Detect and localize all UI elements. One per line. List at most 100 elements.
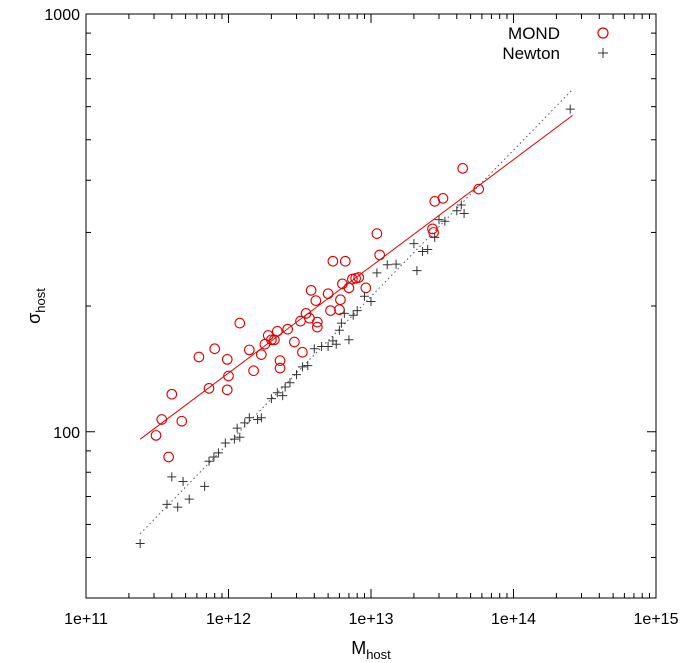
mond-point [203,383,215,394]
newton-point [162,499,172,509]
newton-point [297,362,307,372]
mond-point [163,451,174,463]
newton-point [391,259,401,269]
newton-point [280,382,290,392]
newton-point [339,308,349,318]
mond-point [223,370,234,382]
newton-point [344,335,354,345]
newton-point [565,104,575,114]
newton-point [272,388,282,398]
newton-point [220,438,230,448]
newton-point [285,378,295,388]
mond-point [322,288,334,300]
x-tick-label: 1e+15 [634,611,679,628]
mond-point [255,349,267,360]
x-tick-label: 1e+12 [206,611,251,628]
newton-point [167,472,177,482]
newton-point [366,297,376,307]
x-tick-label: 1e+14 [491,611,536,628]
mond-point [305,285,317,296]
newton-point [412,266,422,276]
newton-point [409,239,419,249]
newton-point [266,394,276,404]
mond-point [473,183,485,195]
mond-point [371,228,383,240]
mond-point [339,255,351,267]
legend-label-mond: MOND [508,24,560,43]
newton-point [303,361,313,371]
mond-point [150,430,162,441]
series-newton [135,104,575,549]
x-tick-label: 1e+13 [349,611,394,628]
newton-point [452,206,462,216]
newton-point [173,502,183,512]
y-axis-label-sub: host [33,288,48,313]
newton-point [256,413,266,423]
newton-point [209,452,219,462]
x-axis-label-sub: host [366,647,391,662]
x-axis-label-main: M [351,638,366,658]
legend-label-newton: Newton [502,44,560,63]
newton-point [336,318,346,328]
newton-point [244,413,254,423]
newton-point [232,423,242,433]
newton-point [178,477,188,487]
newton-point [334,325,344,335]
newton-point [359,291,369,301]
newton-point [459,209,469,219]
mond-point [289,336,300,348]
legend-marker-newton [598,48,608,58]
x-tick-label: 1e+11 [64,611,108,628]
mond-point [266,334,277,346]
newton-point [434,215,444,225]
y-tick-label: 100 [53,425,80,442]
newton-point [440,216,450,226]
newton-point [372,268,382,278]
newton-point [456,200,466,210]
mond-point [243,344,255,356]
newton-point [430,232,440,242]
newton-point [213,448,223,458]
series-mond [150,163,485,463]
newton-point [331,339,341,349]
newton-point [235,432,245,442]
x-tick-labels: 1e+11 1e+12 1e+13 1e+14 1e+15 [64,611,678,628]
plot-frame [85,13,657,599]
newton-point [382,260,392,270]
mond-point [221,354,233,365]
mond-point [457,163,469,174]
y-tick-label: 1000 [44,7,80,24]
mond-point [353,272,365,283]
newton-point [423,245,433,255]
newton-point [291,370,301,380]
mond-point [282,323,293,335]
mond-point [234,317,246,329]
mond-point [248,365,259,377]
mond-point [176,415,188,427]
mond-point [325,305,336,316]
newton-point [200,481,210,491]
y-axis-label: σhost [24,288,48,324]
minor-ticks [85,13,657,599]
mond-point [335,294,346,306]
mond-point [437,193,449,204]
newton-point [418,247,428,257]
mond-point [274,355,286,366]
mond-point [374,249,385,261]
mond-point [271,325,283,337]
mond-point [221,384,233,396]
mond-point [311,321,323,333]
mond-point [297,346,308,358]
newton-point [135,539,145,549]
newton-point [323,341,333,351]
newton-point [352,306,362,316]
newton-point [278,391,288,401]
newton-point [253,414,263,424]
x-axis-label: Mhost [351,638,391,662]
newton-point [240,418,250,428]
y-tick-labels: 100 1000 [44,7,80,442]
mond-point [274,362,286,374]
mond-point [311,316,323,328]
mond-point [166,388,178,400]
